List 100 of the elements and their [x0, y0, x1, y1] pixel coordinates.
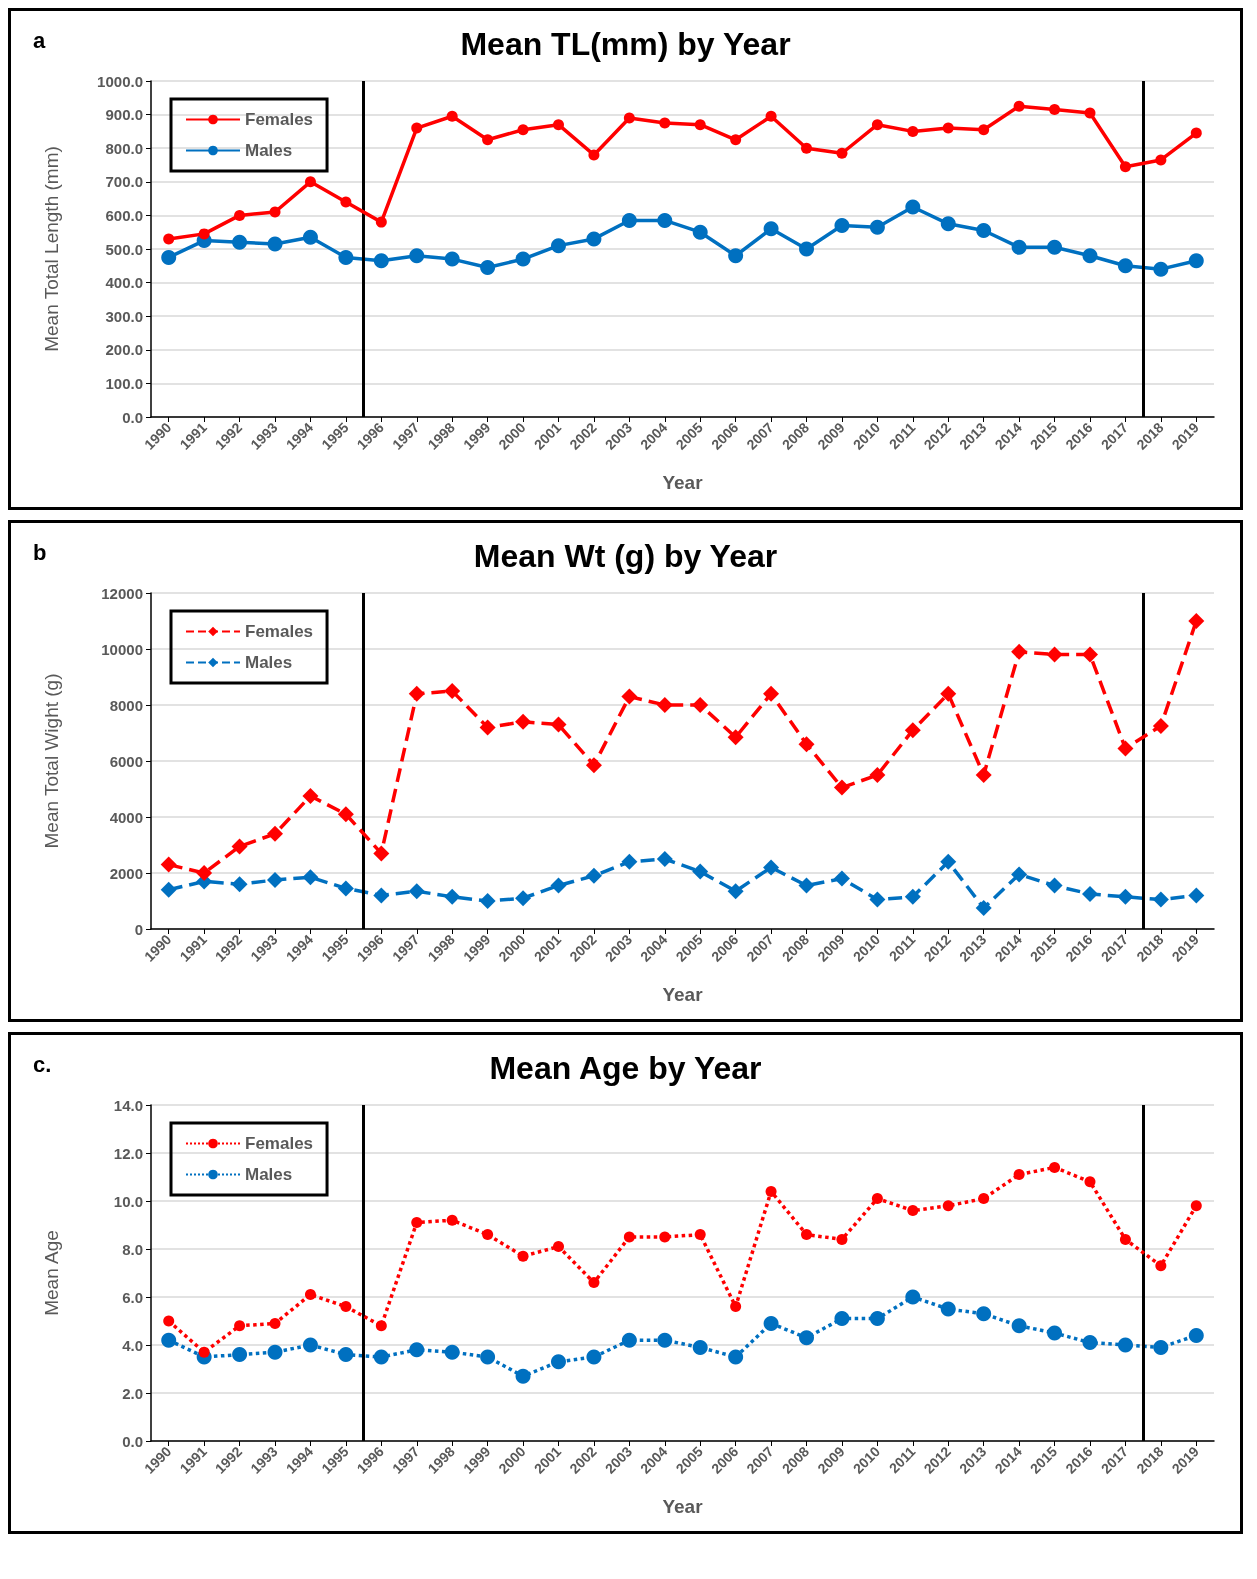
point: [552, 119, 564, 131]
point: [836, 1233, 848, 1245]
legend-label: Females: [245, 110, 314, 129]
y-tick-label: 600.0: [105, 206, 143, 224]
point: [1013, 100, 1025, 112]
legend-label: Females: [245, 1134, 314, 1153]
point: [763, 221, 779, 237]
point: [763, 685, 780, 702]
text: b: [33, 539, 47, 565]
y-tick-label: 10000: [101, 640, 143, 658]
point: [1011, 866, 1028, 883]
point: [621, 688, 638, 705]
point: [692, 1339, 708, 1355]
point: [942, 1200, 954, 1212]
point: [1117, 1337, 1133, 1353]
point: [1046, 877, 1063, 894]
x-axis-title: Year: [662, 984, 704, 1005]
point: [940, 853, 957, 870]
y-tick-label: 400.0: [105, 274, 143, 292]
point: [588, 149, 600, 161]
point: [373, 253, 389, 269]
point: [269, 1317, 281, 1329]
point: [479, 893, 496, 909]
point: [728, 248, 744, 264]
point: [907, 125, 919, 137]
point: [656, 697, 673, 713]
point: [373, 845, 390, 862]
point: [833, 779, 850, 796]
y-tick-label: 8.0: [122, 1240, 143, 1258]
point: [942, 122, 954, 134]
point: [551, 1354, 566, 1370]
point: [905, 199, 921, 215]
point: [1188, 1327, 1204, 1343]
point: [621, 1332, 637, 1348]
point: [976, 223, 992, 239]
point: [1153, 1339, 1169, 1355]
x-axis-title: Year: [662, 472, 704, 493]
point: [267, 825, 284, 842]
point: [656, 851, 673, 867]
point: [940, 685, 957, 702]
point: [763, 859, 780, 876]
point: [411, 1217, 423, 1229]
point: [659, 1231, 671, 1243]
point: [234, 209, 246, 221]
y-tick-label: 700.0: [105, 173, 143, 191]
point: [1049, 104, 1061, 116]
point: [836, 147, 848, 159]
point: [408, 685, 425, 702]
text: c.: [33, 1051, 52, 1077]
point: [978, 1193, 990, 1205]
point: [727, 883, 744, 900]
y-tick-label: 200.0: [105, 341, 143, 359]
text: a: [33, 27, 46, 53]
point: [161, 249, 177, 265]
point: [1082, 1335, 1098, 1351]
point: [765, 110, 777, 122]
point: [659, 117, 671, 129]
y-tick-label: 2.0: [122, 1384, 143, 1402]
chart-title: Mean Wt (g) by Year: [473, 538, 778, 574]
point: [269, 206, 281, 218]
legend-label: Males: [245, 141, 293, 160]
point: [163, 233, 175, 245]
y-tick-label: 100.0: [105, 374, 143, 392]
point: [940, 216, 956, 232]
point: [337, 806, 354, 823]
point: [302, 869, 319, 886]
point: [1084, 1176, 1096, 1188]
point: [904, 722, 921, 739]
point: [302, 229, 318, 245]
point: [588, 1277, 600, 1289]
y-tick-label: 8000: [109, 696, 143, 714]
point: [232, 234, 248, 250]
point: [1188, 887, 1205, 904]
point: [444, 251, 460, 267]
point: [586, 1349, 602, 1365]
point: [834, 217, 850, 233]
point: [444, 683, 461, 699]
y-tick-label: 6.0: [122, 1288, 143, 1306]
point: [161, 1332, 177, 1348]
y-tick-label: 4000: [109, 808, 143, 826]
y-tick-label: 12000: [101, 584, 143, 602]
y-axis-title: Mean Age: [41, 1230, 62, 1316]
y-tick-label: 14.0: [113, 1096, 143, 1114]
point: [198, 1346, 210, 1358]
point: [160, 856, 177, 873]
y-tick-label: 800.0: [105, 139, 143, 157]
point: [480, 1349, 496, 1365]
point: [234, 1320, 246, 1332]
point: [834, 1311, 850, 1327]
point: [337, 880, 354, 897]
point: [302, 788, 319, 804]
point: [232, 1347, 248, 1363]
point: [833, 870, 850, 887]
point: [1011, 1318, 1027, 1334]
point: [623, 112, 635, 124]
point: [444, 888, 461, 905]
point: [978, 124, 990, 136]
point: [621, 212, 637, 228]
point: [1011, 643, 1028, 660]
y-tick-label: 300.0: [105, 307, 143, 325]
